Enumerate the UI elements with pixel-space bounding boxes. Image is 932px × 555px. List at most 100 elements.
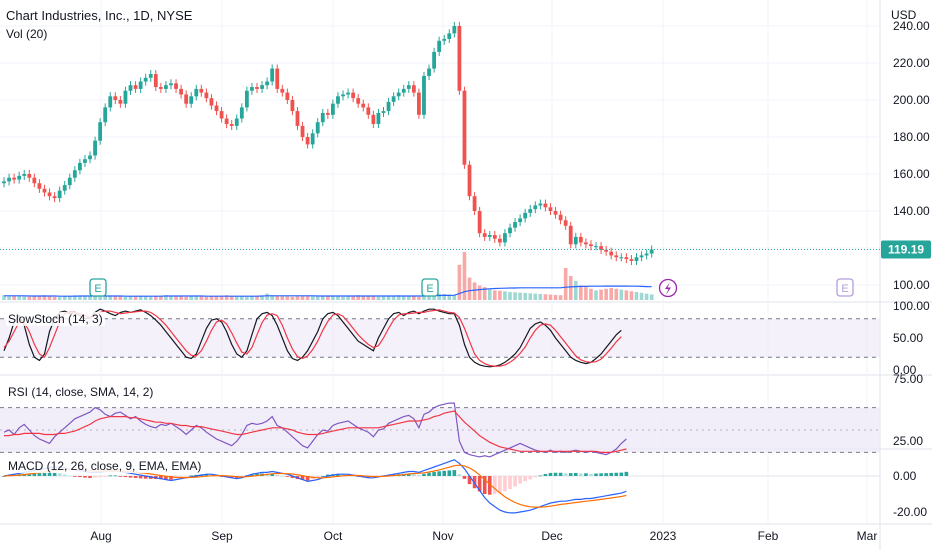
volume-bar [174, 296, 178, 300]
candle-body [179, 88, 183, 95]
macd-histogram-bar [407, 473, 411, 476]
price-tick-label: 100.00 [893, 278, 930, 292]
macd-histogram-bar [73, 476, 77, 477]
volume-bar [336, 296, 340, 300]
volume-bar [634, 292, 639, 300]
volume-bar [209, 296, 214, 300]
volume-bar [17, 295, 21, 300]
volume-bar [609, 288, 613, 300]
last-price-value: 119.19 [888, 242, 924, 256]
macd-histogram-bar [300, 476, 305, 480]
macd-histogram-bar [553, 472, 558, 476]
volume-bar [543, 294, 548, 300]
candle-body [108, 96, 113, 108]
macd-histogram-bar [93, 476, 97, 478]
candle-body [361, 103, 366, 108]
macd-histogram-bar [280, 475, 285, 477]
rsi-tick-label: 25.00 [893, 434, 923, 448]
macd-histogram-bar [573, 472, 578, 476]
candle-body [290, 100, 295, 112]
candle-body [391, 96, 396, 102]
candle-body [553, 211, 558, 215]
volume-bar [386, 295, 391, 300]
macd-histogram-bar [47, 472, 52, 476]
volume-bar [422, 295, 426, 300]
volume-bar [472, 282, 477, 300]
macd-histogram-bar [133, 476, 138, 478]
candle-body [184, 94, 189, 104]
macd-histogram-bar [255, 473, 259, 476]
volume-bar [482, 287, 487, 300]
volume-bar [538, 293, 543, 300]
volume-bar [447, 294, 452, 300]
candle-body [7, 177, 11, 182]
candle-body [341, 94, 345, 97]
candle-body [305, 137, 310, 145]
candle-body [543, 203, 548, 208]
macd-histogram-bar [589, 473, 593, 476]
candle-body [93, 140, 97, 156]
macd-histogram-bar [437, 471, 441, 476]
macd-histogram-bar [493, 476, 497, 494]
volume-bar [240, 296, 244, 300]
volume-bar [452, 295, 457, 300]
candle-body [558, 214, 563, 221]
volume-bar [477, 285, 482, 300]
volume-bar [528, 293, 533, 300]
volume-bar [32, 296, 37, 300]
candle-body [224, 118, 229, 125]
volume-bar [629, 291, 634, 300]
candle-body [32, 177, 37, 184]
candle-body [133, 85, 138, 89]
volume-bar [457, 264, 462, 300]
volume-bar [462, 252, 467, 300]
volume-bar [204, 296, 209, 300]
volume-bar [229, 295, 234, 300]
macd-histogram-bar [290, 476, 295, 478]
candle-body [229, 124, 234, 126]
earnings-marker [421, 278, 439, 297]
macd-histogram-bar [341, 474, 345, 476]
macd-histogram-bar [285, 476, 290, 477]
rsi-ma-line [4, 410, 627, 453]
macd-histogram-bar [67, 475, 72, 477]
candle-body [447, 33, 452, 39]
x-tick-label: Aug [90, 529, 111, 543]
candle-body [285, 92, 290, 100]
volume-bar [351, 295, 355, 300]
volume-bar [624, 290, 629, 300]
macd-histogram-bar [108, 475, 113, 477]
macd-histogram-bar [563, 473, 568, 476]
macd-histogram-bar [558, 472, 563, 476]
x-tick-label: Feb [758, 529, 779, 543]
volume-bar [22, 296, 27, 300]
rsi-tick-label: 75.00 [893, 372, 923, 386]
candle-body [614, 255, 619, 258]
candle-body [123, 90, 128, 104]
candle-body [148, 74, 153, 78]
candle-body [644, 253, 649, 256]
candle-body [320, 112, 325, 123]
x-tick-label: Sep [211, 529, 233, 543]
candle-body [42, 188, 47, 193]
macd-histogram-bar [528, 476, 533, 480]
volume-bar [138, 295, 143, 300]
macd-histogram-bar [275, 474, 280, 476]
candle-body [62, 185, 67, 191]
volume-bar [270, 295, 274, 300]
stoch-d-line [3, 309, 622, 367]
macd-histogram-bar [143, 476, 148, 479]
candle-body [310, 133, 315, 145]
volume-bar [224, 295, 229, 300]
candle-body [599, 246, 603, 250]
macd-histogram-bar [538, 475, 543, 477]
x-tick-label: Nov [432, 529, 453, 543]
candle-body [492, 235, 497, 239]
earnings-marker-label: E [94, 283, 101, 295]
candle-body [639, 255, 644, 258]
macd-histogram-bar [159, 476, 163, 480]
volume-bar [427, 294, 431, 300]
macd-histogram-bar [422, 473, 426, 476]
